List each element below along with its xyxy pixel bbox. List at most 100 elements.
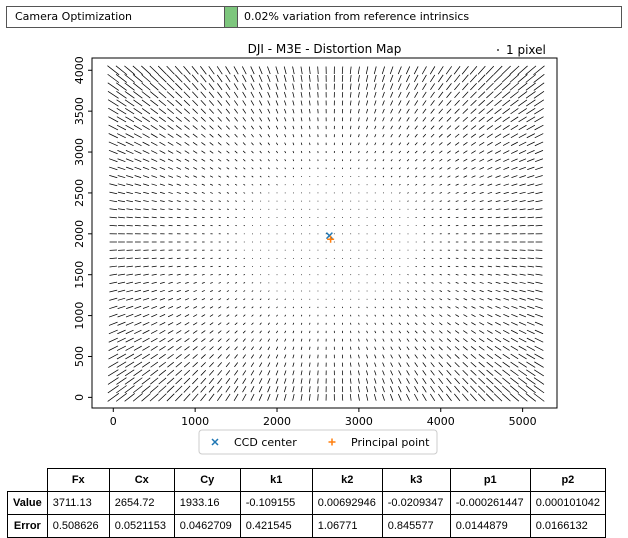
distortion-vector: [285, 331, 286, 333]
distortion-vector: [218, 370, 222, 375]
distortion-vector: [126, 192, 133, 194]
distortion-vector: [406, 66, 409, 74]
distortion-vector: [358, 394, 359, 401]
distortion-vector: [510, 100, 518, 106]
distortion-vector: [462, 394, 468, 401]
distortion-vector: [487, 142, 492, 145]
distortion-vector: [226, 362, 230, 366]
distortion-vector: [399, 370, 401, 375]
distortion-vector: [118, 290, 125, 292]
distortion-vector: [160, 306, 165, 308]
status-indicator: [225, 7, 238, 27]
distortion-vector: [504, 209, 509, 210]
distortion-vector: [407, 134, 409, 137]
distortion-vector: [209, 92, 214, 98]
distortion-vector: [301, 386, 302, 392]
distortion-vector: [406, 83, 409, 89]
distortion-vector: [160, 274, 165, 275]
distortion-vector: [496, 184, 501, 186]
distortion-vector: [194, 192, 197, 193]
distortion-vector: [227, 209, 229, 210]
distortion-vector: [486, 378, 493, 384]
distortion-vector: [535, 298, 542, 300]
distortion-vector: [301, 331, 302, 333]
distortion-vector: [502, 378, 510, 384]
distortion-vector: [259, 386, 262, 392]
distortion-vector: [534, 370, 544, 376]
distortion-vector: [511, 134, 518, 138]
distortion-vector: [382, 84, 384, 90]
distortion-vector: [463, 338, 467, 341]
distortion-vector: [471, 370, 477, 375]
distortion-vector: [251, 347, 253, 350]
distortion-vector: [242, 75, 246, 82]
distortion-vector: [202, 274, 205, 275]
distortion-vector: [125, 362, 134, 367]
distortion-vector: [518, 83, 527, 90]
distortion-vector: [109, 134, 118, 138]
distortion-vector: [407, 299, 408, 300]
distortion-vector: [169, 266, 173, 267]
distortion-vector: [439, 378, 443, 384]
distortion-vector: [260, 355, 262, 359]
distortion-vector: [487, 322, 492, 325]
distortion-vector: [152, 258, 157, 259]
distortion-vector: [109, 306, 117, 309]
distortion-vector: [110, 266, 117, 267]
distortion-vector: [218, 299, 220, 300]
distortion-vector: [430, 386, 434, 392]
distortion-vector: [375, 331, 376, 333]
distortion-vector: [193, 126, 198, 130]
distortion-vector: [168, 274, 172, 275]
distortion-vector: [108, 362, 118, 368]
distortion-vector: [415, 92, 418, 98]
distortion-vector: [479, 338, 484, 341]
distortion-vector: [447, 100, 452, 105]
distortion-vector: [456, 192, 459, 193]
distortion-vector: [510, 386, 519, 393]
distortion-vector: [134, 346, 142, 350]
distortion-vector: [471, 362, 476, 367]
distortion-vector: [268, 117, 270, 121]
distortion-vector: [243, 159, 245, 161]
distortion-vector: [503, 159, 509, 162]
distortion-vector: [464, 298, 467, 300]
distortion-vector: [350, 117, 351, 121]
distortion-vector: [126, 338, 134, 342]
distortion-vector: [193, 184, 196, 185]
distortion-vector: [382, 386, 384, 392]
distortion-vector: [184, 354, 189, 358]
distortion-vector: [235, 201, 237, 202]
distortion-vector: [488, 266, 492, 267]
distortion-vector: [185, 151, 189, 154]
distortion-vector: [235, 315, 237, 317]
distortion-vector: [407, 159, 409, 161]
distortion-vector: [227, 192, 229, 193]
distortion-vector: [309, 370, 310, 375]
distortion-vector: [358, 378, 359, 383]
distortion-vector: [201, 339, 205, 342]
distortion-vector: [519, 322, 526, 325]
distortion-vector: [276, 386, 278, 392]
distortion-vector: [293, 370, 294, 375]
distortion-vector: [358, 101, 359, 106]
distortion-vector: [109, 159, 117, 162]
distortion-vector: [407, 274, 408, 275]
distortion-vector: [447, 109, 451, 114]
distortion-vector: [143, 192, 149, 193]
row-label: Error: [8, 515, 48, 538]
distortion-vector: [210, 159, 213, 161]
distortion-vector: [495, 159, 500, 162]
distortion-vector: [535, 314, 543, 317]
distortion-vector: [423, 347, 426, 350]
distortion-vector: [446, 394, 451, 401]
distortion-vector: [218, 315, 221, 317]
distortion-vector: [399, 176, 400, 177]
distortion-vector: [159, 386, 167, 393]
distortion-vector: [374, 101, 376, 106]
distortion-vector: [519, 142, 526, 146]
distortion-vector: [284, 355, 285, 359]
distortion-vector: [375, 323, 376, 325]
distortion-vector: [415, 109, 418, 114]
distortion-vector: [518, 393, 527, 401]
